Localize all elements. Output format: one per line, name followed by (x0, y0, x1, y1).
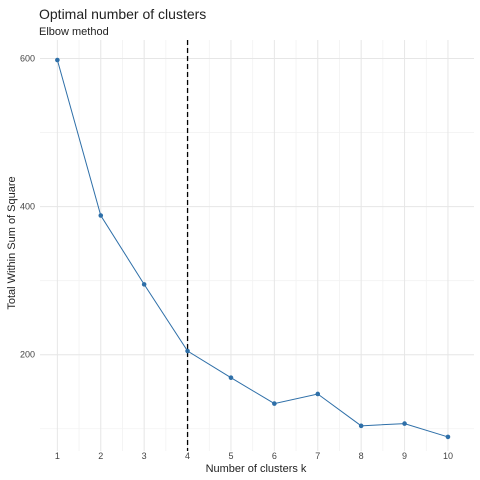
x-tick-label: 7 (315, 451, 320, 461)
x-tick-label: 1 (55, 451, 60, 461)
data-point (315, 391, 321, 397)
x-tick-label: 10 (443, 451, 453, 461)
data-point (358, 423, 364, 429)
chart-title: Optimal number of clusters (39, 6, 206, 22)
data-point (228, 375, 234, 380)
chart-subtitle: Elbow method (39, 26, 109, 38)
series-line (56, 59, 449, 438)
series-layer (55, 57, 451, 440)
x-tick-label: 6 (272, 451, 277, 461)
data-point (55, 57, 60, 63)
y-tick-label: 600 (20, 54, 35, 64)
x-tick-label: 4 (185, 451, 190, 461)
data-point (98, 213, 104, 218)
data-point (402, 421, 407, 426)
data-point (185, 348, 190, 354)
y-tick-label: 200 (20, 350, 35, 360)
x-tick-label: 2 (98, 451, 103, 461)
x-tick-label: 5 (228, 451, 233, 461)
x-axis-title: Number of clusters k (206, 463, 307, 475)
grid (40, 40, 474, 451)
data-point (272, 401, 277, 406)
tick-labels: 1 2 3 4 5 6 7 8 9 10 200 400 600 (20, 54, 453, 461)
y-tick-label: 400 (20, 202, 35, 212)
x-tick-label: 3 (142, 451, 147, 461)
x-tick-label: 8 (359, 451, 364, 461)
x-tick-label: 9 (402, 451, 407, 461)
y-axis-title: Total Within Sum of Square (6, 176, 18, 309)
data-point (141, 282, 147, 287)
data-point (445, 434, 451, 440)
